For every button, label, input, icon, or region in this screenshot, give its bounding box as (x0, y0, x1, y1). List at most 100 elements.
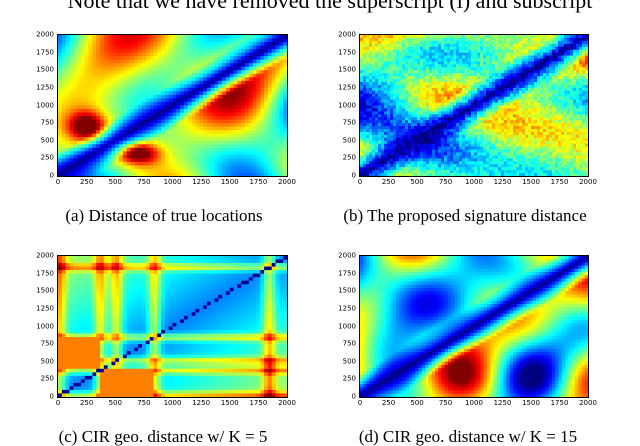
heatmap-cell (168, 140, 174, 145)
heatmap-cell (498, 93, 502, 98)
heatmap-cell (396, 64, 400, 68)
heatmap-cell (399, 96, 403, 101)
heatmap-cell (378, 49, 382, 54)
heatmap-cell (498, 131, 502, 136)
heatmap-cell (417, 129, 421, 133)
heatmap-cell (279, 151, 284, 156)
heatmap-cell (176, 112, 181, 117)
heatmap-cell (237, 42, 242, 47)
heatmap-cell (206, 137, 212, 142)
heatmap-cell (573, 99, 577, 104)
heatmap-cell (153, 94, 158, 100)
heatmap-cell (73, 42, 78, 47)
heatmap-cell (570, 55, 574, 60)
heatmap-cell (549, 61, 553, 65)
heatmap-cell (84, 66, 90, 71)
heatmap-cell (492, 61, 496, 65)
heatmap-cell (555, 58, 559, 63)
heatmap-cell (381, 58, 385, 63)
heatmap-cell (153, 172, 158, 176)
heatmap-cell (218, 35, 223, 40)
heatmap-cell (122, 84, 128, 89)
heatmap-cell (534, 64, 538, 68)
heatmap-cell (510, 87, 514, 92)
heatmap-cell (130, 154, 135, 159)
heatmap-cell (378, 37, 382, 42)
heatmap-cell (543, 35, 547, 39)
heatmap-cell (543, 82, 547, 86)
heatmap-cell (447, 108, 451, 112)
heatmap-cell (372, 79, 376, 83)
heatmap-cell (84, 101, 90, 107)
heatmap-cell (390, 123, 394, 127)
heatmap-cell (222, 151, 227, 156)
heatmap-cell (157, 87, 162, 93)
heatmap-cell (465, 105, 469, 110)
heatmap-cell (260, 140, 265, 145)
heatmap-cell (84, 172, 90, 176)
heatmap-cell (468, 82, 472, 86)
heatmap-cell (199, 49, 204, 54)
heatmap-cell (402, 90, 406, 95)
heatmap-cell (92, 140, 97, 145)
heatmap-cell (390, 82, 394, 86)
heatmap-cell (149, 144, 155, 149)
heatmap-cell (88, 45, 93, 50)
heatmap-cell (414, 46, 418, 51)
heatmap-cell (483, 35, 487, 39)
heatmap-cell (149, 137, 155, 142)
heatmap-cell (417, 46, 421, 51)
heatmap-cell (92, 84, 97, 89)
heatmap-cell (119, 77, 124, 82)
heatmap-cell (187, 42, 193, 47)
heatmap-cell (363, 93, 367, 98)
heatmap-cell (540, 46, 544, 51)
heatmap-cell (498, 90, 502, 95)
heatmap-cell (363, 40, 367, 45)
heatmap-cell (567, 61, 571, 65)
heatmap-cell (441, 120, 445, 124)
heatmap-cell (88, 105, 93, 110)
heatmap-cell (225, 161, 231, 167)
heatmap-cell (138, 80, 143, 85)
heatmap-cell (462, 37, 466, 42)
heatmap-cell (126, 73, 132, 78)
heatmap-cell (256, 154, 261, 159)
heatmap-cell (99, 73, 105, 78)
heatmap-cell (459, 99, 463, 104)
heatmap-cell (426, 43, 430, 48)
heatmap-cell (149, 172, 155, 176)
heatmap-cell (468, 123, 472, 127)
heatmap-cell (423, 87, 427, 92)
heatmap-cell (369, 46, 373, 51)
heatmap-cell (414, 117, 418, 121)
heatmap-cell (567, 126, 571, 130)
heatmap-cell (498, 96, 502, 101)
heatmap-cell (69, 42, 74, 47)
heatmap-cell (168, 147, 174, 152)
heatmap-cell (92, 137, 97, 142)
heatmap-cell (164, 161, 170, 167)
heatmap-cell (180, 140, 185, 145)
heatmap-cell (122, 161, 128, 167)
heatmap-cell (283, 158, 287, 163)
heatmap-cell (498, 129, 502, 133)
heatmap-cell (360, 99, 364, 104)
heatmap-cell (387, 61, 391, 65)
heatmap-cell (582, 82, 586, 86)
heatmap-cell (84, 80, 90, 85)
heatmap-cell (576, 35, 580, 39)
heatmap-cell (570, 67, 574, 71)
heatmap-cell (214, 112, 219, 117)
heatmap-cell (157, 91, 162, 96)
heatmap-cell (378, 55, 382, 60)
heatmap-cell (264, 130, 269, 135)
heatmap-cell (237, 52, 242, 57)
heatmap-cell (495, 129, 499, 133)
heatmap-cell (233, 59, 238, 64)
heatmap-cell (510, 79, 514, 83)
heatmap-cell (103, 87, 109, 93)
heatmap-cell (218, 94, 223, 100)
heatmap-cell (275, 63, 280, 68)
heatmap-cell (65, 158, 71, 163)
